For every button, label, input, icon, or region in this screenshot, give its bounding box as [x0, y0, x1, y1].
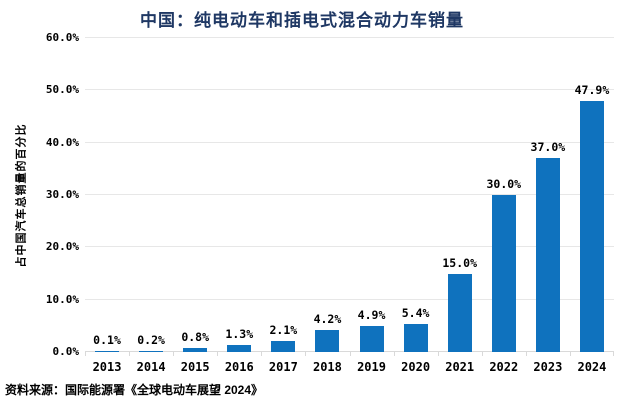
gridline — [85, 37, 614, 38]
bar — [579, 101, 604, 352]
bar-value-label: 0.8% — [181, 329, 210, 344]
x-axis-tick-label: 2017 — [268, 360, 298, 374]
x-axis-tick-mark — [569, 352, 571, 356]
x-axis-tick-label: 2016 — [224, 360, 254, 374]
bar-value-label: 4.2% — [313, 312, 342, 327]
bar-slot: 0.1% 2013 — [85, 38, 129, 375]
x-axis-tick-mark — [85, 352, 86, 356]
bar-value-label: 37.0% — [530, 140, 566, 155]
x-axis-tick-label: 2022 — [489, 360, 519, 374]
x-axis-tick-label: 2014 — [136, 360, 166, 374]
y-axis-tick-label: 20.0% — [45, 240, 79, 254]
bar-slot: 4.9% 2019 — [350, 38, 394, 374]
bar-slot: 4.2% 2018 — [305, 38, 349, 374]
bar-value-label: 1.3% — [225, 327, 254, 342]
x-axis-tick-label: 2019 — [357, 360, 386, 374]
x-axis-tick-mark — [393, 352, 395, 356]
bar — [447, 273, 472, 352]
bar-value-label: 5.4% — [401, 305, 430, 320]
chart-title: 中国：纯电动车和插电式混合动力车销量 — [140, 11, 464, 31]
bar-value-label: 47.9% — [574, 83, 610, 98]
bar-slot: 30.0% 2022 — [482, 38, 526, 374]
x-axis-tick-label: 2015 — [180, 360, 210, 374]
x-axis-tick-label: 2021 — [445, 360, 475, 374]
x-axis-tick-mark — [173, 352, 175, 356]
plot-area: 0.1% 2013 0.2% 2014 0.8% 2015 1.3% 2016 2.1% 2017… — [85, 37, 614, 375]
bar-slot: 15.0% 2021 — [438, 38, 482, 375]
bar-slot: 5.4% 2020 — [394, 38, 438, 374]
bar-slot: 0.2% 2014 — [129, 38, 173, 375]
gridline — [85, 89, 614, 91]
x-axis-tick-mark — [525, 352, 527, 356]
bar — [227, 345, 252, 352]
y-axis-tick-label: 30.0% — [45, 188, 79, 201]
x-axis-tick-mark — [305, 352, 307, 356]
bar-value-label: 0.2% — [137, 332, 165, 347]
x-axis-tick-label: 2023 — [533, 360, 563, 374]
gridline — [85, 194, 614, 195]
x-axis-tick-mark — [613, 352, 614, 356]
bar — [139, 350, 164, 352]
y-axis-tick-label: 10.0% — [45, 292, 79, 306]
bar-slot: 37.0% 2023 — [526, 38, 570, 374]
bar — [535, 158, 560, 352]
bar — [183, 347, 208, 352]
bar — [359, 326, 384, 352]
y-axis-tick-label: 0.0% — [52, 345, 80, 358]
x-axis-tick-mark — [481, 352, 483, 356]
bar-slot: 0.8% 2015 — [173, 38, 217, 374]
x-axis-tick-mark — [349, 352, 351, 356]
bar — [491, 195, 516, 352]
bar-slot: 2.1% 2017 — [261, 38, 305, 374]
gridline — [85, 246, 614, 248]
x-axis-tick-label: 2020 — [401, 360, 431, 374]
x-axis-tick-label: 2024 — [577, 360, 607, 374]
bar-slot: 1.3% 2016 — [217, 38, 261, 374]
bar-value-label: 0.1% — [93, 332, 121, 347]
gridline — [85, 141, 614, 143]
bar-value-label: 30.0% — [486, 177, 522, 191]
bar — [315, 330, 340, 352]
y-axis-tick-label: 40.0% — [45, 135, 79, 149]
bar — [403, 323, 428, 352]
bar-value-label: 4.9% — [357, 308, 386, 323]
bar-value-label: 2.1% — [269, 323, 298, 338]
x-axis-tick-mark — [437, 352, 439, 356]
bar — [271, 341, 296, 352]
x-axis-tick-label: 2018 — [312, 360, 342, 374]
bar — [95, 350, 120, 352]
x-axis-tick-mark — [261, 352, 263, 356]
gridline — [85, 298, 614, 300]
gridline — [85, 351, 614, 352]
x-axis-tick-mark — [217, 352, 219, 356]
bar-value-label: 15.0% — [442, 255, 477, 270]
y-axis-tick-label: 50.0% — [45, 83, 79, 97]
y-axis-tick-label: 60.0% — [45, 31, 79, 44]
bar-slot: 47.9% 2024 — [570, 38, 614, 374]
x-axis-tick-mark — [129, 352, 131, 356]
x-axis-tick-label: 2013 — [92, 360, 122, 374]
source-note: 资料来源：国际能源署《全球电动车展望 2024》 — [5, 383, 264, 397]
